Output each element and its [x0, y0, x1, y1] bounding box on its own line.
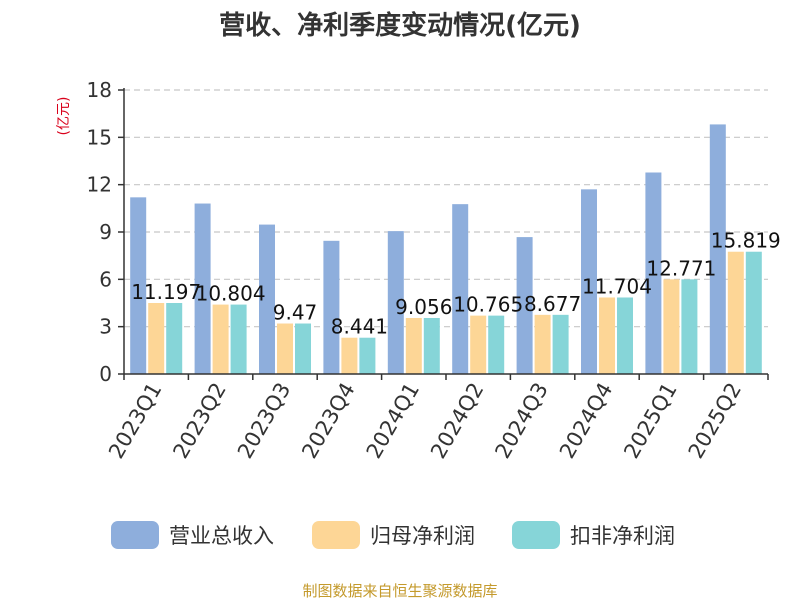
y-tick-label: 3	[99, 315, 112, 339]
y-tick-label: 18	[87, 78, 112, 102]
bar-0-8	[645, 172, 662, 374]
x-tick-label: 2024Q2	[426, 379, 488, 463]
bar-0-0	[130, 197, 147, 374]
legend-item-2[interactable]: 扣非净利润	[512, 521, 675, 549]
y-tick-label: 12	[87, 173, 112, 197]
bars-group	[130, 124, 762, 374]
data-label: 10.804	[196, 282, 266, 306]
chart-title: 营收、净利季度变动情况(亿元)	[219, 10, 581, 41]
bar-0-9	[709, 124, 726, 374]
data-label: 15.819	[711, 229, 781, 253]
x-tick-label: 2023Q3	[233, 379, 295, 463]
legend-swatch	[312, 521, 360, 549]
legend-swatch	[512, 521, 560, 549]
data-label: 8.441	[331, 315, 388, 339]
bar-2-3	[359, 337, 376, 374]
bar-1-3	[341, 337, 358, 374]
legend-item-0[interactable]: 营业总收入	[111, 521, 274, 549]
x-tick-label: 2025Q2	[684, 379, 746, 463]
data-label: 11.704	[582, 274, 652, 298]
x-tick-label: 2024Q3	[490, 379, 552, 463]
bar-0-1	[194, 203, 211, 374]
y-axis-label: (亿元)	[56, 97, 72, 136]
y-tick-label: 0	[99, 362, 112, 386]
bar-0-4	[387, 231, 404, 374]
bar-0-2	[259, 224, 275, 374]
x-tick-label: 2025Q1	[619, 379, 681, 463]
bar-1-6	[534, 314, 551, 374]
bar-0-3	[323, 240, 340, 374]
bar-0-5	[452, 204, 469, 374]
y-tick-label: 15	[87, 125, 112, 149]
bar-2-9	[745, 251, 762, 374]
data-label: 12.771	[646, 256, 716, 280]
legend-label: 营业总收入	[169, 524, 274, 548]
bar-1-4	[405, 317, 422, 374]
bar-1-0	[148, 303, 165, 374]
legend-swatch	[111, 521, 159, 549]
bar-2-5	[488, 315, 505, 374]
bar-2-4	[423, 317, 440, 374]
data-label: 9.47	[273, 301, 318, 325]
legend-label: 归母净利润	[370, 524, 475, 548]
bar-0-7	[581, 189, 597, 374]
y-ticks: 0 3 6 9 12 15 18	[87, 78, 124, 386]
x-tick-label: 2024Q4	[555, 379, 617, 463]
bar-1-8	[663, 279, 680, 374]
legend-item-1[interactable]: 归母净利润	[312, 521, 475, 549]
x-tick-label: 2023Q4	[297, 379, 359, 463]
x-tick-label: 2023Q2	[168, 379, 230, 463]
bar-2-2	[295, 323, 311, 374]
data-label: 8.677	[524, 292, 581, 316]
bar-1-2	[277, 323, 293, 374]
bar-2-1	[230, 304, 247, 374]
bar-1-9	[727, 251, 744, 374]
legend: 营业总收入 归母净利润 扣非净利润	[111, 521, 675, 549]
legend-label: 扣非净利润	[570, 524, 675, 548]
grid-lines	[124, 89, 768, 328]
x-tick-label: 2023Q1	[104, 379, 166, 463]
data-label: 9.056	[395, 295, 452, 319]
bar-2-8	[681, 279, 698, 374]
bar-1-7	[599, 297, 615, 374]
bar-0-6	[516, 237, 533, 374]
x-tick-label: 2024Q1	[362, 379, 424, 463]
y-tick-label: 9	[99, 220, 112, 244]
y-tick-label: 6	[99, 267, 112, 291]
bar-1-5	[470, 315, 487, 374]
x-ticks: 2023Q1 2023Q2 2023Q3 2023Q4 2024Q1 2024Q2 2024…	[104, 374, 769, 463]
data-label: 11.197	[131, 280, 201, 304]
bar-2-0	[166, 303, 183, 374]
source-note: 制图数据来自恒生聚源数据库	[302, 582, 497, 600]
data-label: 10.765	[453, 293, 523, 317]
bar-1-1	[212, 304, 229, 374]
bar-2-7	[617, 297, 633, 374]
bar-2-6	[552, 314, 569, 374]
